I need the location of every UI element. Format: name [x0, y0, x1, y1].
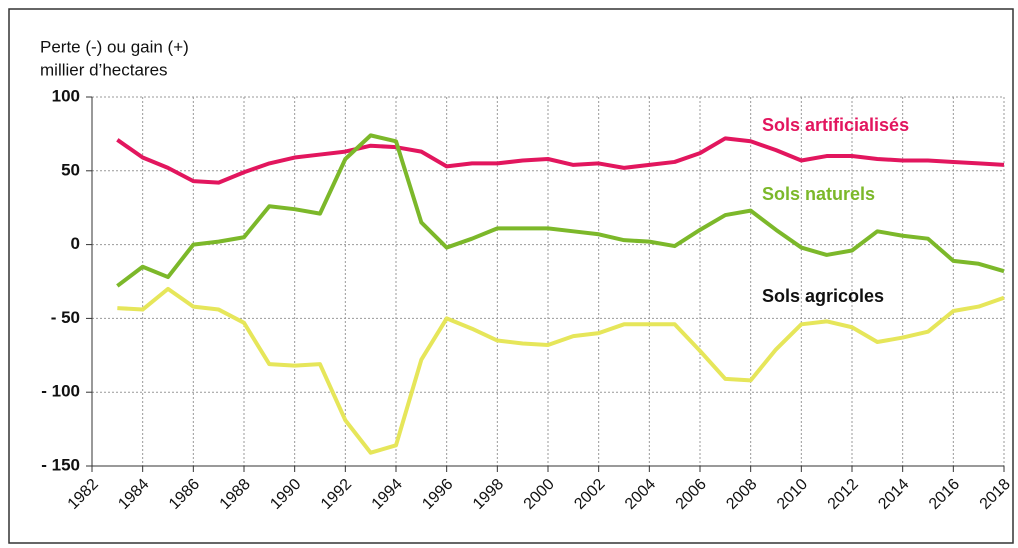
x-tick-label: 2008	[723, 476, 760, 513]
x-tick-label: 2006	[673, 476, 710, 513]
y-tick-label: - 50	[51, 308, 80, 327]
series-label: Sols artificialisés	[762, 115, 909, 135]
x-tick-label: 1988	[217, 476, 254, 513]
x-tick-label: 2010	[774, 476, 811, 513]
y-axis-label: millier d’hectares	[40, 60, 168, 79]
x-tick-label: 2014	[875, 476, 912, 513]
x-tick-label: 1986	[166, 476, 203, 513]
y-tick-label: - 150	[41, 455, 80, 474]
x-tick-label: 2012	[825, 476, 862, 513]
series-label: Sols agricoles	[762, 286, 884, 306]
line	[116, 136, 1005, 185]
y-tick-label: 50	[61, 160, 80, 179]
x-tick-label: 2000	[521, 476, 558, 513]
x-tick-label: 1982	[65, 476, 102, 513]
x-tick-label: 2004	[622, 476, 659, 513]
x-tick-label: 2002	[571, 476, 608, 513]
x-tick-label: 1984	[115, 476, 152, 513]
line	[117, 286, 1005, 455]
x-tick-label: 1996	[419, 476, 456, 513]
y-tick-label: 0	[71, 234, 80, 253]
y-tick-label: 100	[52, 86, 80, 105]
y-tick-label: - 100	[41, 382, 80, 401]
x-tick-label: 2018	[977, 476, 1014, 513]
y-axis-label: Perte (-) ou gain (+)	[40, 37, 189, 56]
x-tick-label: 1998	[470, 476, 507, 513]
line	[116, 133, 1005, 288]
frame	[8, 8, 1014, 544]
x-tick-label: 1990	[267, 476, 304, 513]
x-tick-label: 1994	[369, 476, 406, 513]
series-label: Sols naturels	[762, 184, 875, 204]
x-tick-label: 1992	[318, 476, 355, 513]
x-tick-label: 2016	[926, 476, 963, 513]
